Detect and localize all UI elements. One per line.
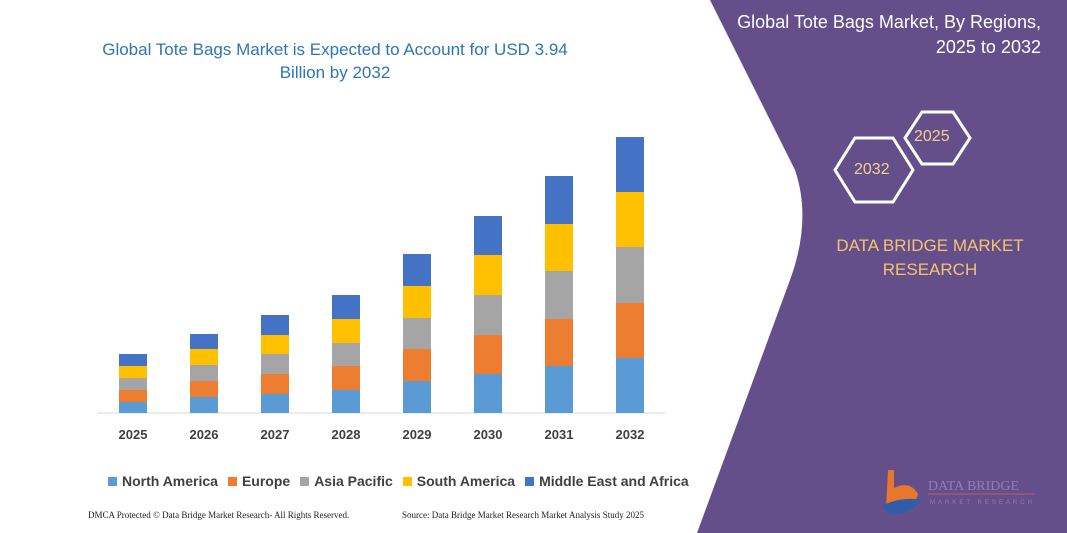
bar-segment-2029-0 [403, 381, 431, 413]
footer-copyright: DMCA Protected © Data Bridge Market Rese… [88, 510, 350, 520]
hex-label-2025: 2025 [914, 128, 950, 145]
bar-segment-2032-2 [616, 247, 644, 303]
x-tick-label: 2029 [403, 427, 432, 442]
hexagon-2032-icon [833, 136, 915, 204]
legend-label: Asia Pacific [314, 473, 393, 489]
legend-item: North America [108, 473, 218, 489]
legend-swatch [108, 476, 117, 486]
bar-segment-2026-3 [190, 349, 218, 365]
legend-item: Middle East and Africa [525, 473, 689, 489]
legend-item: Europe [227, 473, 291, 489]
stacked-bar-chart: 2025 2026 2027 2028 2029 2030 2031 2032 [97, 137, 665, 442]
svg-text:DATA BRIDGE: DATA BRIDGE [928, 479, 1019, 494]
bar-segment-2031-0 [545, 366, 573, 413]
bar-segment-2025-2 [119, 378, 147, 390]
legend-item: South America [402, 473, 516, 489]
bar-segment-2028-2 [332, 343, 360, 366]
legend-label: South America [416, 473, 516, 489]
bar-segment-2032-0 [616, 358, 644, 413]
chart-title: Global Tote Bags Market is Expected to A… [102, 40, 568, 82]
bar-segment-2030-0 [474, 374, 502, 413]
bar-segment-2032-1 [616, 303, 644, 358]
bar-segment-2026-4 [190, 334, 218, 349]
bar-segment-2029-4 [403, 254, 431, 286]
x-tick-label: 2027 [261, 427, 290, 442]
bar-segment-2025-1 [119, 390, 147, 402]
bar-segment-2029-2 [403, 318, 431, 349]
legend-item: Asia Pacific [300, 473, 393, 489]
bar-segment-2031-3 [545, 224, 573, 271]
bar-segment-2026-1 [190, 381, 218, 397]
bar-segment-2025-4 [119, 354, 147, 366]
svg-text:MARKET RESEARCH: MARKET RESEARCH [930, 500, 1035, 506]
hex-label-2032: 2032 [854, 161, 890, 178]
bar-segment-2027-2 [261, 354, 289, 374]
bar-segment-2027-0 [261, 394, 289, 413]
bar-segment-2032-4 [616, 137, 644, 192]
data-bridge-logo: DATA BRIDGE MARKET RESEARCH [882, 470, 1035, 515]
bar-segment-2028-4 [332, 295, 360, 319]
hexagon-2025-icon [903, 110, 972, 166]
bar-segment-2030-1 [474, 335, 502, 374]
legend-label: Europe [241, 473, 291, 489]
bar-segment-2030-2 [474, 295, 502, 335]
bar-segment-2025-3 [119, 366, 147, 378]
x-tick-label: 2030 [474, 427, 503, 442]
x-tick-label: 2028 [332, 427, 361, 442]
bar-segment-2029-3 [403, 286, 431, 318]
legend-swatch [402, 476, 412, 486]
legend: North America Europe Asia Pacific South Ame… [108, 473, 689, 489]
x-tick-label: 2031 [545, 427, 574, 442]
brand-text: DATA BRIDGE MARKET RESEARCH [836, 236, 1024, 279]
bar-segment-2032-3 [616, 192, 644, 247]
footer-source: Source: Data Bridge Market Research Mark… [402, 510, 644, 520]
legend-label: Middle East and Africa [539, 473, 689, 489]
bar-segment-2026-0 [190, 397, 218, 413]
bar-segment-2028-1 [332, 366, 360, 390]
bar-segment-2027-3 [261, 335, 289, 354]
bar-segment-2027-4 [261, 315, 289, 335]
panel-background [697, 0, 1067, 533]
bar-segment-2030-4 [474, 216, 502, 255]
x-tick-label: 2025 [119, 427, 148, 442]
bar-segment-2028-0 [332, 390, 360, 413]
bar-segment-2025-0 [119, 402, 147, 413]
bar-segment-2027-1 [261, 374, 289, 394]
legend-swatch [525, 476, 535, 486]
x-tick-label: 2026 [190, 427, 219, 442]
legend-swatch [300, 476, 310, 486]
bar-segment-2031-4 [545, 176, 573, 224]
bar-segment-2026-2 [190, 365, 218, 381]
bar-segment-2030-3 [474, 255, 502, 295]
legend-swatch [227, 476, 237, 486]
x-tick-label: 2032 [616, 427, 645, 442]
bar-segment-2031-1 [545, 319, 573, 366]
bar-segment-2029-1 [403, 349, 431, 381]
legend-label: North America [122, 473, 218, 489]
panel-title: Global Tote Bags Market, By Regions, 202… [737, 12, 1041, 57]
bar-segment-2028-3 [332, 319, 360, 343]
bar-segment-2031-2 [545, 271, 573, 319]
